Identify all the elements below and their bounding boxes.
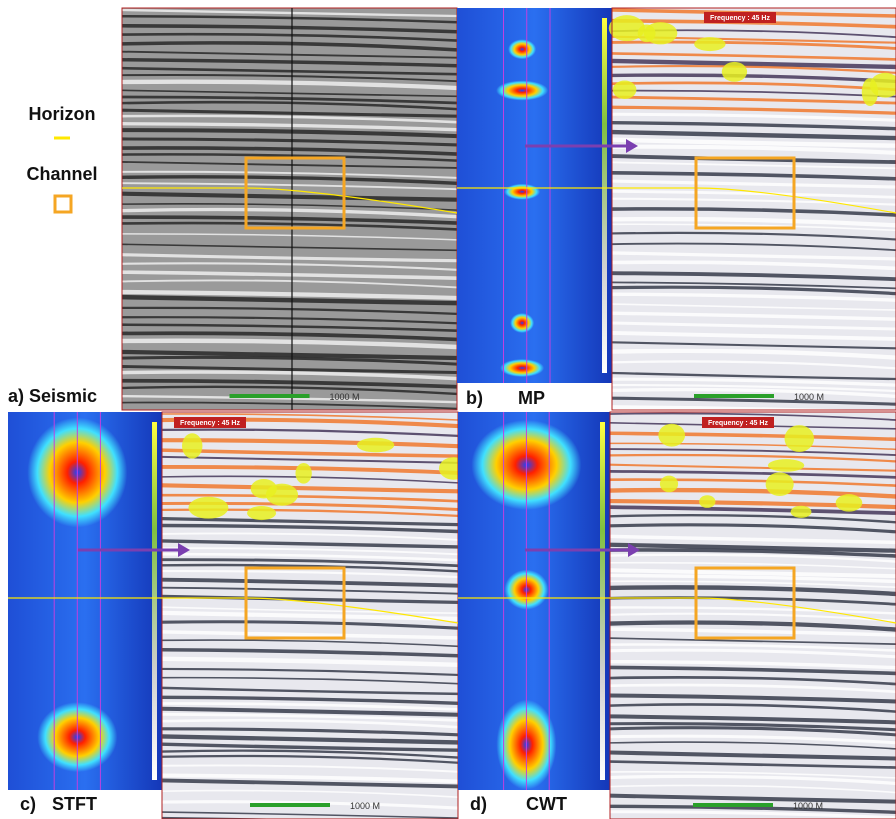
anomaly [247,506,276,520]
anomaly [188,497,228,519]
scale-bar [250,803,330,807]
anomaly [836,494,863,511]
frequency-label: Frequency : 45 Hz [708,420,768,427]
scale-bar [694,394,774,398]
anomaly [613,81,637,99]
figure: Horizon Channel 1000 M a) Seismic 1000 M Fr… [0,0,896,819]
channel-swatch [55,196,71,212]
anomaly [699,495,715,508]
panels: 1000 M a) Seismic 1000 M Frequency : 45 Hz b… [8,8,896,819]
spectrum-peak [508,39,536,59]
legend-channel: Channel [26,164,97,184]
scale-label: 1000 M [793,801,823,811]
anomaly [251,479,277,498]
method-label: MP [518,388,545,408]
anomaly [658,424,685,447]
method-label: STFT [52,794,97,814]
anomaly [182,433,202,458]
frequency-label: Frequency : 45 Hz [710,15,770,22]
anomaly [785,425,815,452]
anomaly [766,472,794,496]
scale-bar [230,394,310,398]
spectrum-peak [500,359,544,377]
method-label: CWT [526,794,567,814]
frequency-label: Frequency : 45 Hz [180,420,240,427]
scale-label: 1000 M [794,392,824,402]
panel-label: b) [466,388,483,408]
anomaly [862,78,878,106]
anomaly [357,438,394,453]
anomaly [694,37,725,51]
colorbar [600,422,605,780]
anomaly [609,15,645,41]
legend-horizon: Horizon [29,104,96,124]
colorbar [602,18,607,373]
scale-label: 1000 M [350,801,380,811]
legend: Horizon Channel [26,104,97,212]
anomaly [722,62,747,82]
spectrum-peak [510,313,534,333]
anomaly [295,463,311,484]
panel-label: c) [20,794,36,814]
scale-label: 1000 M [330,392,360,402]
anomaly [791,506,812,518]
panel-label: d) [470,794,487,814]
scale-bar [693,803,773,807]
anomaly [660,476,678,493]
anomaly [768,459,804,472]
spectrum-peak [504,184,540,200]
colorbar [152,422,157,780]
panel-label: a) Seismic [8,386,97,406]
